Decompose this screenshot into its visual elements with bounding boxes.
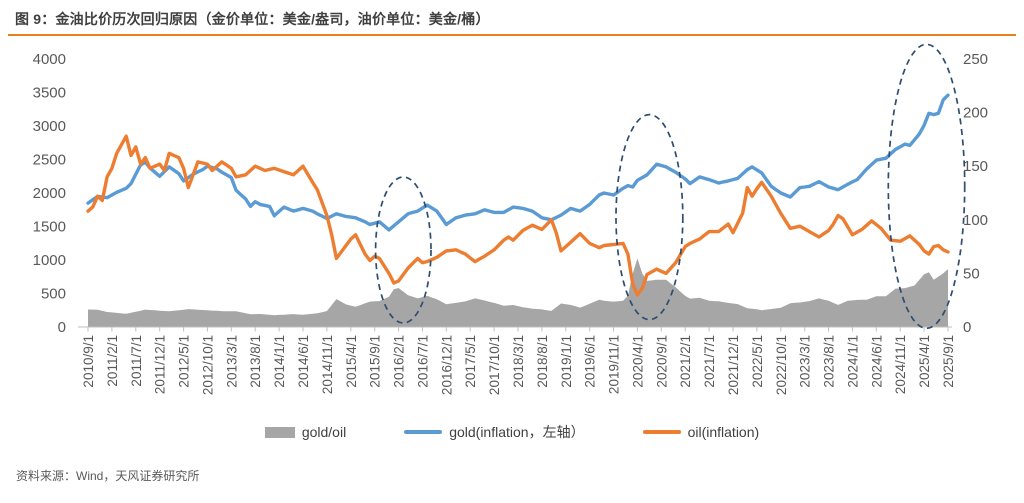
svg-text:2016/7/1: 2016/7/1 [415,335,430,388]
svg-text:2013/8/1: 2013/8/1 [248,335,263,388]
svg-text:1500: 1500 [33,219,66,236]
svg-text:4000: 4000 [33,51,66,68]
svg-text:2015/9/1: 2015/9/1 [368,335,383,388]
svg-text:0: 0 [963,319,971,336]
legend-item-gold-oil: gold/oil [264,424,347,440]
line-swatch-icon [404,430,443,434]
svg-text:2017/10/1: 2017/10/1 [487,335,502,395]
svg-text:2011/12/1: 2011/12/1 [153,335,168,394]
svg-text:2014/6/1: 2014/6/1 [296,335,311,388]
svg-text:2021/2/1: 2021/2/1 [678,335,693,388]
gold-oil-combo-chart: 2010/9/1 2011/2/1 2011/7/1 2011/12/1 2012/5/… [33,43,988,395]
legend-item-oil-inflation: oil(inflation) [642,424,760,440]
svg-text:2014/11/1: 2014/11/1 [320,335,335,394]
svg-text:3000: 3000 [33,118,66,135]
area-swatch-icon [264,426,295,438]
svg-text:2023/8/1: 2023/8/1 [822,335,837,388]
svg-text:2017/5/1: 2017/5/1 [463,335,478,388]
svg-text:2022/10/1: 2022/10/1 [774,335,789,395]
svg-text:2012/10/1: 2012/10/1 [200,335,215,395]
legend-label: gold/oil [301,424,347,440]
svg-text:2019/6/1: 2019/6/1 [583,335,598,388]
svg-text:2010/9/1: 2010/9/1 [81,335,96,388]
svg-text:2014/1/1: 2014/1/1 [272,335,287,388]
svg-text:2019/1/1: 2019/1/1 [559,335,574,388]
svg-text:500: 500 [41,286,66,303]
svg-text:2020/9/1: 2020/9/1 [654,335,669,388]
svg-text:2019/11/1: 2019/11/1 [607,335,622,394]
svg-text:2018/3/1: 2018/3/1 [511,335,526,388]
svg-text:2015/4/1: 2015/4/1 [344,335,359,388]
line-swatch-icon [642,430,681,434]
svg-text:2024/1/1: 2024/1/1 [845,335,860,388]
svg-text:2000: 2000 [33,185,66,202]
data-source-note: 资料来源：Wind，天风证券研究所 [16,469,200,483]
svg-text:2016/12/1: 2016/12/1 [439,335,454,395]
svg-text:2020/4/1: 2020/4/1 [630,335,645,388]
legend-label: oil(inflation) [687,424,760,440]
chart-legend: gold/oil gold(inflation，左轴） oil(inflatio… [0,421,1024,443]
svg-text:50: 50 [963,265,980,282]
legend-item-gold-inflation: gold(inflation，左轴） [404,422,585,442]
svg-text:2018/8/1: 2018/8/1 [535,335,550,388]
svg-text:2012/5/1: 2012/5/1 [177,335,192,388]
svg-text:1000: 1000 [33,252,66,269]
svg-text:2024/6/1: 2024/6/1 [869,335,884,388]
svg-text:250: 250 [963,51,988,68]
svg-text:2024/11/1: 2024/11/1 [893,335,908,394]
svg-text:2011/7/1: 2011/7/1 [129,335,144,387]
svg-text:150: 150 [963,158,988,175]
figure-title: 图 9：金油比价历次回归原因（金价单位：美金/盎司，油价单位：美金/桶） [15,11,490,27]
svg-text:2025/9/1: 2025/9/1 [941,335,956,388]
svg-text:0: 0 [58,319,66,336]
title-accent-rule [8,34,1016,36]
svg-text:2023/3/1: 2023/3/1 [798,335,813,388]
svg-text:100: 100 [963,212,988,229]
svg-text:2021/12/1: 2021/12/1 [726,335,741,395]
chart-area: 2010/9/1 2011/2/1 2011/7/1 2011/12/1 2012/5/… [0,36,1024,421]
svg-text:2022/5/1: 2022/5/1 [750,335,765,388]
svg-text:200: 200 [963,105,988,122]
svg-text:2025/4/1: 2025/4/1 [917,335,932,388]
svg-text:2013/3/1: 2013/3/1 [224,335,239,388]
svg-text:2500: 2500 [33,152,66,169]
svg-text:3500: 3500 [33,85,66,102]
svg-text:2011/2/1: 2011/2/1 [105,335,120,387]
svg-text:2021/7/1: 2021/7/1 [702,335,717,388]
legend-label: gold(inflation，左轴） [449,424,585,440]
svg-text:2016/2/1: 2016/2/1 [392,335,407,388]
